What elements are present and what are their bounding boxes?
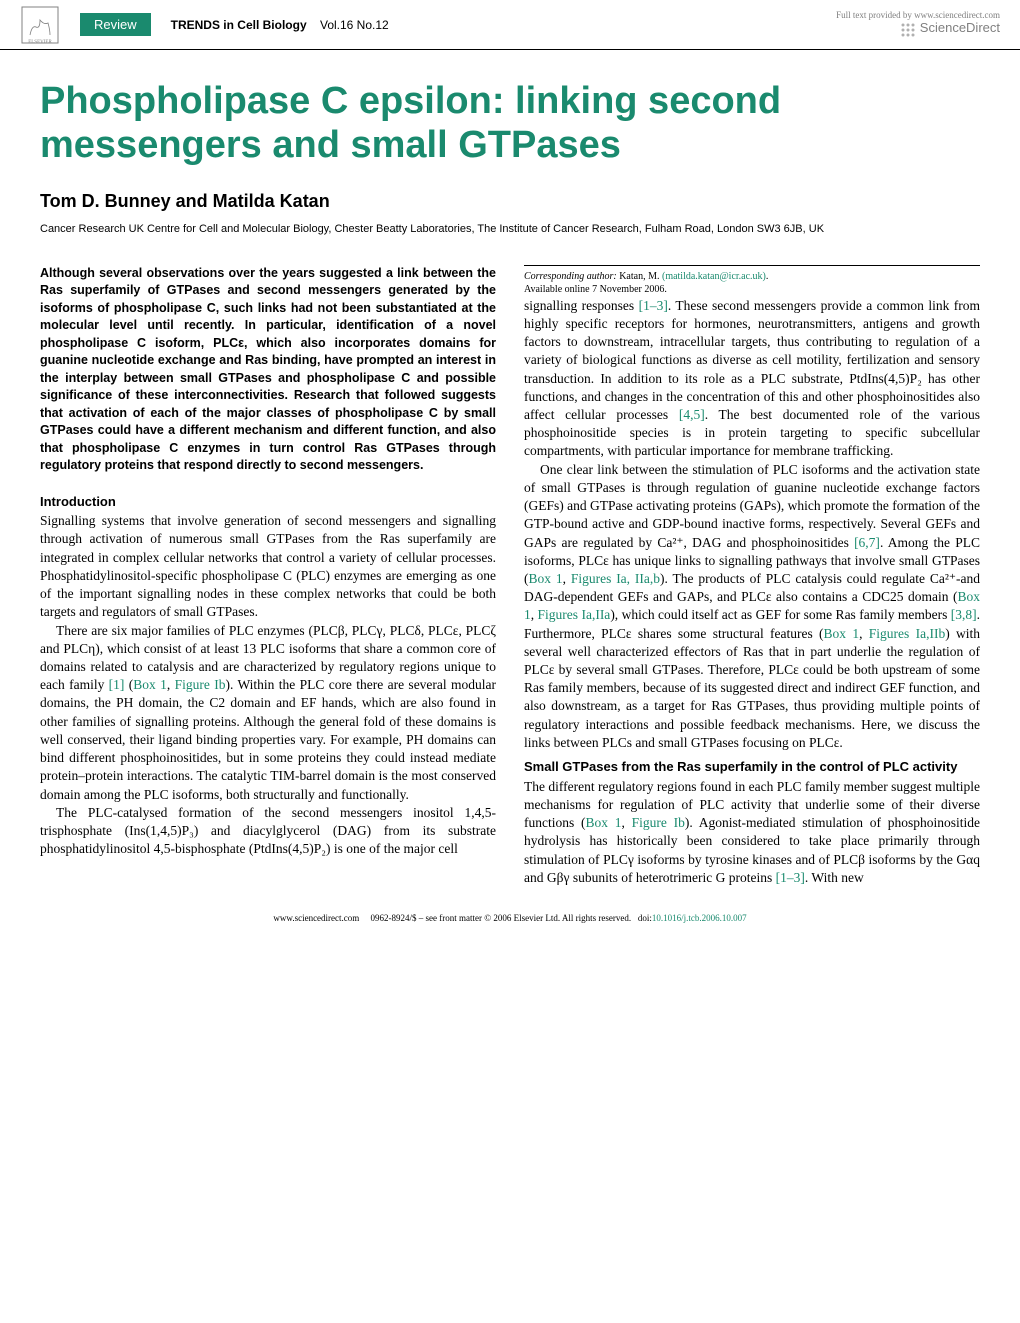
provider-label: ScienceDirect	[920, 20, 1000, 35]
svg-text:ELSEVIER: ELSEVIER	[28, 40, 52, 45]
review-badge: Review	[80, 13, 151, 36]
intro-p3: The PLC-catalysed formation of the secon…	[40, 804, 496, 859]
doi-link[interactable]: 10.1016/j.tcb.2006.10.007	[652, 913, 747, 923]
intro-heading: Introduction	[40, 493, 496, 511]
journal-volume: Vol.16 No.12	[320, 18, 389, 32]
intro-p1: Signalling systems that involve generati…	[40, 512, 496, 621]
sec2-heading: Small GTPases from the Ras superfamily i…	[524, 758, 980, 776]
text: ,	[563, 571, 571, 586]
sciencedirect-box: Full text provided by www.sciencedirect.…	[836, 10, 1000, 40]
doi-label: doi:	[638, 913, 652, 923]
corresponding-label: Corresponding author:	[524, 271, 617, 282]
header-bar: ELSEVIER Review TRENDS in Cell Biology V…	[0, 0, 1020, 50]
ref-link[interactable]: [6,7]	[854, 535, 880, 550]
figure-link[interactable]: Figures Ia,IIa	[538, 607, 611, 622]
col2-p1: signalling responses [1–3]. These second…	[524, 297, 980, 461]
authors: Tom D. Bunney and Matilda Katan	[40, 191, 980, 212]
ref-link[interactable]: [4,5]	[679, 407, 705, 422]
article-body: Although several observations over the y…	[40, 265, 980, 887]
corresponding-author-note: Corresponding author: Katan, M. (matilda…	[524, 265, 980, 297]
text: ,	[531, 607, 538, 622]
box-link[interactable]: Box 1	[529, 571, 563, 586]
text: The PLC-catalysed formation of the secon…	[40, 805, 496, 856]
available-online: Available online 7 November 2006.	[524, 284, 667, 295]
ref-link[interactable]: [1–3]	[639, 298, 668, 313]
provider-note: Full text provided by www.sciencedirect.…	[836, 10, 1000, 20]
box-link[interactable]: Box 1	[133, 677, 167, 692]
sec2-p1: The different regulatory regions found i…	[524, 778, 980, 887]
text: . These second messengers provide a comm…	[524, 298, 980, 422]
elsevier-logo-icon: ELSEVIER	[20, 5, 60, 45]
corresponding-name: Katan, M.	[619, 271, 659, 282]
figure-link[interactable]: Figure Ib	[175, 677, 226, 692]
abstract: Although several observations over the y…	[40, 265, 496, 475]
journal-info: TRENDS in Cell Biology Vol.16 No.12	[171, 18, 837, 32]
ref-link[interactable]: [1–3]	[776, 870, 805, 885]
intro-p2: There are six major families of PLC enzy…	[40, 622, 496, 804]
text: ). Within the PLC core there are several…	[40, 677, 496, 801]
col2-p2: One clear link between the stimulation o…	[524, 461, 980, 753]
corresponding-email[interactable]: (matilda.katan@icr.ac.uk)	[662, 271, 766, 282]
figure-link[interactable]: Figures Ia,IIb	[869, 626, 945, 641]
bottom-url[interactable]: www.sciencedirect.com	[273, 913, 359, 923]
text: ), which could itself act as GEF for som…	[610, 607, 950, 622]
ref-link[interactable]: [1]	[109, 677, 125, 692]
sciencedirect-dots-icon	[898, 20, 918, 40]
text: ,	[859, 626, 869, 641]
text: signalling responses	[524, 298, 639, 313]
text: (	[124, 677, 133, 692]
bottom-issn: 0962-8924/$ – see front matter © 2006 El…	[371, 913, 632, 923]
text: . With new	[805, 870, 864, 885]
figure-link[interactable]: Figures Ia, IIa,b	[571, 571, 660, 586]
affiliation: Cancer Research UK Centre for Cell and M…	[40, 222, 980, 236]
article-title: Phospholipase C epsilon: linking second …	[40, 80, 980, 167]
journal-name: TRENDS in Cell Biology	[171, 18, 307, 32]
text: ,	[167, 677, 175, 692]
main-content: Phospholipase C epsilon: linking second …	[0, 50, 1020, 907]
ref-link[interactable]: [3,8]	[951, 607, 977, 622]
bottom-bar: www.sciencedirect.com 0962-8924/$ – see …	[0, 907, 1020, 929]
box-link[interactable]: Box 1	[586, 815, 622, 830]
text: ) with several well characterized effect…	[524, 626, 980, 750]
box-link[interactable]: Box 1	[824, 626, 860, 641]
text: ,	[622, 815, 632, 830]
figure-link[interactable]: Figure Ib	[632, 815, 685, 830]
